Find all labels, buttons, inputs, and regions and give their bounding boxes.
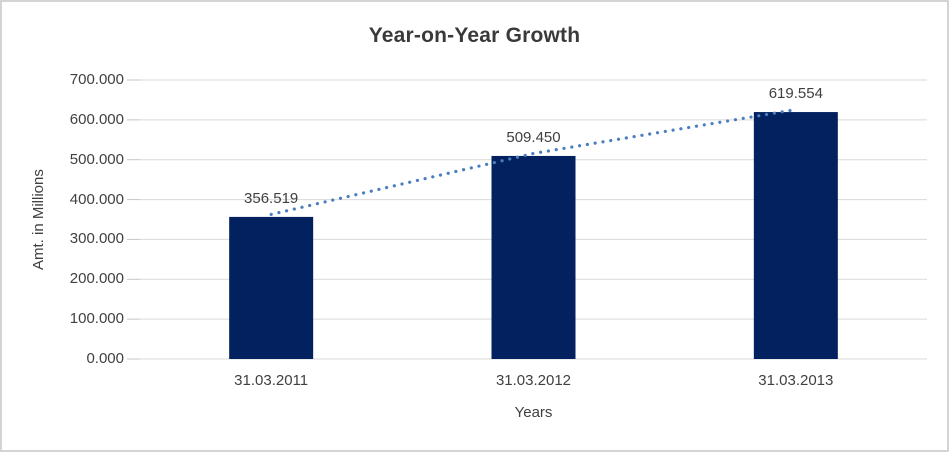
bar-31.03.2012 bbox=[491, 155, 576, 359]
y-tick-label: 600.000 bbox=[69, 110, 124, 128]
y-tick-label: 100.000 bbox=[69, 310, 124, 328]
x-axis-title: Years bbox=[514, 404, 553, 421]
data-label: 356.519 bbox=[244, 189, 299, 207]
x-tick-label: 31.03.2011 bbox=[234, 372, 309, 389]
bar-31.03.2011 bbox=[229, 216, 314, 359]
y-tick-label: 0.000 bbox=[86, 350, 124, 367]
y-tick-label: 400.000 bbox=[69, 190, 124, 208]
chart-title: Year-on-Year Growth bbox=[368, 24, 581, 47]
y-tick-label: 300.000 bbox=[69, 230, 124, 248]
y-tick-label: 200.000 bbox=[69, 270, 124, 288]
y-axis-title: Amt. in Millions bbox=[30, 169, 47, 270]
data-label: 619.554 bbox=[768, 85, 823, 103]
data-label: 509.450 bbox=[506, 128, 561, 146]
x-tick-label: 31.03.2012 bbox=[495, 372, 572, 389]
x-tick-label: 31.03.2013 bbox=[758, 372, 834, 389]
bar-31.03.2013 bbox=[753, 112, 838, 359]
y-tick-label: 700.000 bbox=[69, 71, 124, 88]
y-tick-label: 500.000 bbox=[69, 150, 124, 168]
trendline bbox=[269, 107, 798, 217]
